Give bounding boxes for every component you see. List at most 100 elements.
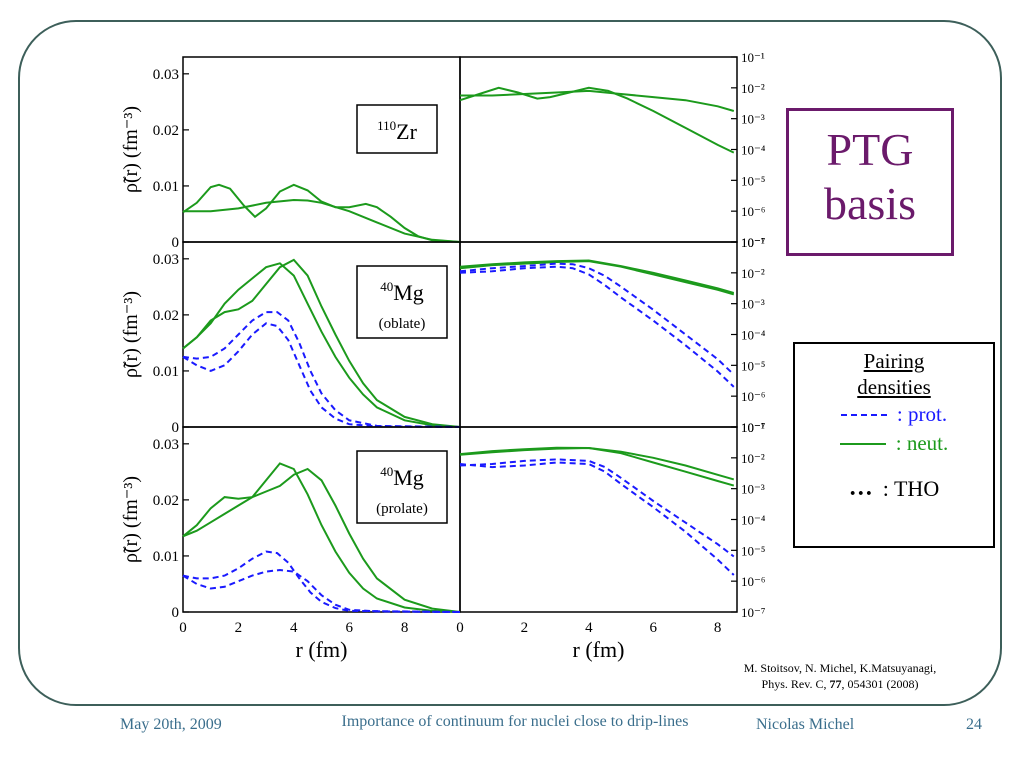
x-tick-label: 0 xyxy=(456,620,464,636)
x-tick-label: 2 xyxy=(235,620,243,636)
log-tick-label: 10⁻⁷ xyxy=(741,235,765,250)
legend-tho-row: … : THO xyxy=(795,474,993,503)
log-tick-label: 10⁻¹ xyxy=(741,235,765,250)
legend-prot-swatch xyxy=(840,413,887,416)
legend-title-line2: densities xyxy=(857,375,931,399)
legend-prot-label: : prot. xyxy=(896,402,948,426)
x-tick-label: 4 xyxy=(585,620,593,636)
proton-density-curve xyxy=(182,322,461,428)
log-tick-label: 10⁻⁶ xyxy=(741,204,765,219)
log-tick-label: 10⁻³ xyxy=(741,112,765,127)
footer-page-number: 24 xyxy=(966,716,982,733)
x-tick-label: 0 xyxy=(179,620,187,636)
x-tick-label: 4 xyxy=(290,620,298,636)
reference-volume: 77 xyxy=(829,677,842,691)
y-tick-label: 0.01 xyxy=(153,179,179,195)
log-tick-label: 10⁻² xyxy=(741,81,765,96)
y-tick-label: 0.03 xyxy=(153,437,179,453)
legend-title-line1: Pairing xyxy=(863,349,925,373)
log-tick-label: 10⁻³ xyxy=(741,297,765,312)
nucleus-label-box xyxy=(356,104,438,154)
panel-frame-log-0 xyxy=(459,56,738,243)
neutron-log-density-curve xyxy=(460,89,735,112)
y-tick-label: 0 xyxy=(172,235,180,251)
y-tick-label: 0 xyxy=(172,605,180,621)
y-axis-label: ρ̃(r) (fm⁻³) xyxy=(120,291,142,378)
x-axis-label: r (fm) xyxy=(296,637,348,662)
neutron-log-density-curve xyxy=(459,86,735,154)
legend-box: Pairing densities : prot. : neut. … : TH… xyxy=(793,342,995,548)
panel-frame-log-2 xyxy=(459,426,738,613)
y-axis-label: ρ̃(r) (fm⁻³) xyxy=(120,106,142,193)
y-tick-label: 0.02 xyxy=(153,308,179,324)
reference-line2: Phys. Rev. C, 77, 054301 (2008) xyxy=(700,676,980,692)
neutron-density-curve xyxy=(182,467,461,613)
proton-density-curve xyxy=(182,568,461,613)
footer-title: Importance of continuum for nuclei close… xyxy=(341,713,689,730)
x-axis-label: r (fm) xyxy=(573,637,625,662)
legend-neut-swatch xyxy=(839,442,886,445)
x-tick-label: 8 xyxy=(714,620,722,636)
log-tick-label: 10⁻⁵ xyxy=(741,358,765,373)
log-tick-label: 10⁻⁶ xyxy=(741,574,765,589)
y-tick-label: 0 xyxy=(172,420,180,436)
log-tick-label: 10⁻⁵ xyxy=(741,543,765,558)
slide-frame xyxy=(18,20,1002,706)
x-tick-label: 8 xyxy=(401,620,409,636)
legend-tho-dots: … xyxy=(848,475,873,501)
x-tick-label: 6 xyxy=(650,620,658,636)
log-tick-label: 10⁻⁵ xyxy=(741,173,765,188)
proton-density-curve xyxy=(182,311,461,428)
log-tick-label: 10⁻⁶ xyxy=(741,389,765,404)
reference-citation: M. Stoitsov, N. Michel, K.Matsuyanagi, P… xyxy=(700,660,980,692)
log-tick-label: 10⁻² xyxy=(741,266,765,281)
legend-neut-label: : neut. xyxy=(895,431,949,455)
proton-log-density-curve xyxy=(459,458,735,558)
reference-journal: Phys. Rev. C, xyxy=(761,677,830,691)
log-tick-label: 10⁻¹ xyxy=(741,50,765,65)
ptg-line2: basis xyxy=(824,178,916,229)
proton-log-density-curve xyxy=(459,262,735,376)
ptg-line1: PTG xyxy=(826,124,914,175)
neutron-density-curve xyxy=(182,262,461,428)
log-tick-label: 10⁻³ xyxy=(741,482,765,497)
legend-tho-label: : THO xyxy=(882,475,940,501)
legend-neut-row: : neut. xyxy=(795,429,993,458)
y-tick-label: 0.01 xyxy=(153,549,179,565)
x-tick-label: 6 xyxy=(345,620,353,636)
y-tick-label: 0.03 xyxy=(153,67,179,83)
y-tick-label: 0.01 xyxy=(153,364,179,380)
neutron-density-curve xyxy=(182,462,461,613)
neutron-density-curve xyxy=(182,183,461,243)
reference-pages: , 054301 (2008) xyxy=(841,677,919,691)
nucleus-label-box xyxy=(356,265,448,339)
nucleus-label: 40Mg xyxy=(380,464,424,490)
ptg-basis-box: PTG basis xyxy=(786,108,954,256)
neutron-density-curve xyxy=(183,198,461,243)
log-tick-label: 10⁻⁴ xyxy=(741,328,766,343)
log-tick-label: 10⁻¹ xyxy=(741,420,765,435)
x-tick-label: 2 xyxy=(521,620,529,636)
footer-date: May 20th, 2009 xyxy=(120,716,222,733)
legend-prot-row: : prot. xyxy=(795,400,993,429)
y-tick-label: 0.02 xyxy=(153,493,179,509)
proton-log-density-curve xyxy=(459,461,735,576)
log-tick-label: 10⁻² xyxy=(741,451,765,466)
log-tick-label: 10⁻⁴ xyxy=(741,143,766,158)
neutron-log-density-curve xyxy=(459,446,735,487)
log-tick-label: 10⁻⁷ xyxy=(741,605,765,620)
footer-author: Nicolas Michel xyxy=(756,716,855,733)
y-tick-label: 0.02 xyxy=(153,123,179,139)
log-tick-label: 10⁻⁴ xyxy=(741,513,766,528)
nucleus-label: 110Zr xyxy=(377,118,417,144)
reference-line1: M. Stoitsov, N. Michel, K.Matsuyanagi, xyxy=(743,661,937,675)
y-axis-label: ρ̃(r) (fm⁻³) xyxy=(120,476,142,563)
proton-density-curve xyxy=(182,550,461,613)
neutron-log-density-curve xyxy=(459,259,735,294)
neutron-density-curve xyxy=(182,258,461,428)
nucleus-label: 40Mg xyxy=(380,279,424,305)
nucleus-label-box xyxy=(356,450,448,524)
log-tick-label: 10⁻⁷ xyxy=(741,420,765,435)
nucleus-deformation: (oblate) xyxy=(379,316,426,332)
